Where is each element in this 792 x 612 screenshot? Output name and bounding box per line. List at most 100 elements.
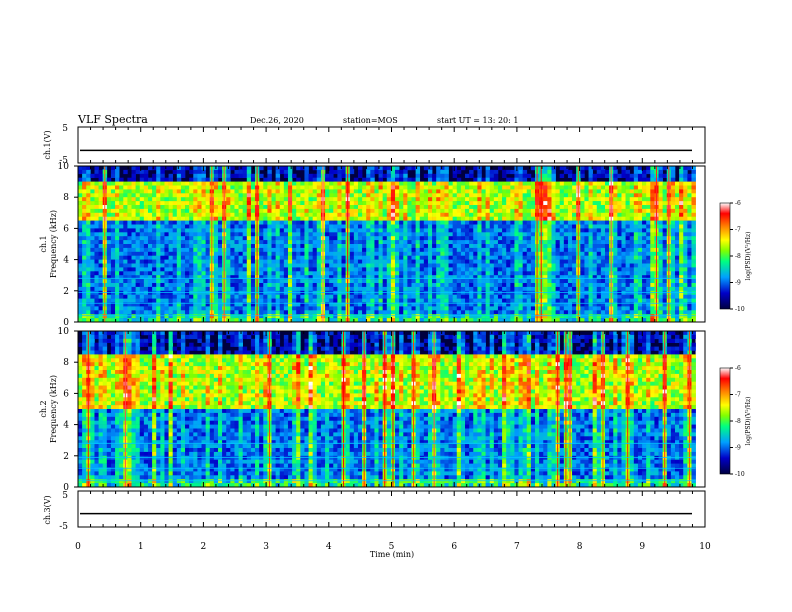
ch1-spectrogram-cell xyxy=(287,306,293,311)
ch1-spectrogram-cell xyxy=(213,169,219,175)
ch1-spectrogram-cell xyxy=(362,216,367,221)
ch1-spectrogram-cell xyxy=(115,298,120,303)
ch1-spectrogram-cell xyxy=(143,271,149,276)
ch1-spectrogram-cell xyxy=(411,236,416,241)
ch1-spectrogram-cell xyxy=(485,310,491,315)
ch1-spectrogram-cell xyxy=(353,228,359,233)
ch1-spectrogram-cell xyxy=(160,216,165,221)
ch1-spectrogram-cell xyxy=(110,244,116,249)
ch1-spectrogram-cell xyxy=(477,314,482,319)
ch1-spectrogram-cell xyxy=(217,173,223,178)
ch1-spectrogram-cell xyxy=(432,314,437,319)
ch1-spectrogram-cell xyxy=(510,290,515,295)
ch1-spectrogram-cell xyxy=(440,271,445,276)
ch1-spectrogram-cell xyxy=(473,279,478,284)
ch1-spectrogram-cell xyxy=(411,267,416,272)
ch1-spectrogram-cell xyxy=(127,208,132,214)
ch1-spectrogram-cell xyxy=(283,216,289,221)
ch1-spectrogram-cell xyxy=(341,310,346,315)
ch1-spectrogram-cell xyxy=(312,267,318,272)
ch1-spectrogram-cell xyxy=(592,208,598,214)
ch1-spectrogram-cell xyxy=(259,255,264,260)
ch1-spectrogram-cell xyxy=(168,279,173,284)
ch1-spectrogram-cell xyxy=(452,216,458,221)
ch1-spectrogram-cell xyxy=(390,189,396,194)
ch1-spectrogram-cell xyxy=(349,201,355,206)
ch1-spectrogram-cell xyxy=(201,255,206,260)
ch1-spectrogram-cell xyxy=(502,197,507,202)
ch1-spectrogram-cell xyxy=(399,201,404,206)
ch1-spectrogram-cell xyxy=(316,216,322,221)
ch1-spectrogram-cell xyxy=(432,286,437,292)
ch1-spectrogram-cell xyxy=(333,244,338,249)
ch1-spectrogram-cell xyxy=(600,169,606,175)
ch1-spectrogram-cell xyxy=(563,314,569,319)
ch1-spectrogram-cell xyxy=(189,177,194,182)
ch1-spectrogram-cell xyxy=(110,318,116,323)
ch1-spectrogram-cell xyxy=(366,298,371,303)
ch1-spectrogram-cell xyxy=(481,247,486,253)
ch1-spectrogram-cell xyxy=(436,220,441,225)
ch1-spectrogram-cell xyxy=(250,185,256,190)
ch1-spectrogram-cell xyxy=(444,286,449,292)
ch1-spectrogram-cell xyxy=(448,310,453,315)
ch1-spectrogram-cell xyxy=(296,197,301,202)
ch1-spectrogram-cell xyxy=(522,247,528,253)
ch1-spectrogram-cell xyxy=(283,224,289,229)
ch1-spectrogram-cell xyxy=(143,306,149,311)
ch1-spectrogram-cell xyxy=(362,306,367,311)
ch1-spectrogram-cell xyxy=(481,228,486,233)
ch1-spectrogram-cell xyxy=(580,275,585,280)
ch1-spectrogram-cell xyxy=(172,236,178,241)
ch1-spectrogram-cell xyxy=(419,279,425,284)
ch1-spectrogram-cell xyxy=(514,220,519,225)
ch1-spectrogram-cell xyxy=(518,220,523,225)
ch1-spectrogram-cell xyxy=(201,244,206,249)
ch1-spectrogram-cell xyxy=(543,263,548,268)
ch1-spectrogram-cell xyxy=(156,216,161,221)
ch1-spectrogram-cell xyxy=(287,201,293,206)
ch1-spectrogram-cell xyxy=(522,185,528,190)
ch1-spectrogram-cell xyxy=(135,279,141,284)
ch1-spectrogram-cell xyxy=(485,189,491,194)
ch1-spectrogram-cell xyxy=(506,216,511,221)
ch1-spectrogram-cell xyxy=(135,181,141,186)
ch1-spectrogram-cell xyxy=(395,251,400,256)
ch1-spectrogram-cell xyxy=(123,294,128,299)
ch1-spectrogram-cell xyxy=(283,244,289,249)
ch1-spectrogram-cell xyxy=(526,294,532,299)
ch1-spectrogram-cell xyxy=(139,271,145,276)
ch1-spectrogram-cell xyxy=(316,310,322,315)
ch1-spectrogram-cell xyxy=(168,236,173,241)
ch1-spectrogram-cell xyxy=(502,240,507,245)
ch1-spectrogram-cell xyxy=(395,283,400,288)
ch1-spectrogram-cell xyxy=(432,255,437,260)
ch1-spectrogram-cell xyxy=(316,247,322,253)
ch1-spectrogram-cell xyxy=(259,208,264,214)
ch1-spectrogram-cell xyxy=(432,181,437,186)
ch1-spectrogram-cell xyxy=(156,275,161,280)
ch1-spectrogram-cell xyxy=(465,275,470,280)
ch1-spectrogram-cell xyxy=(551,283,556,288)
ch1-spectrogram-cell xyxy=(205,306,211,311)
ch1-spectrogram-cell xyxy=(452,298,458,303)
ch1-spectrogram-cell xyxy=(432,263,437,268)
ch1-spectrogram-cell xyxy=(333,298,338,303)
ch1-spectrogram-cell xyxy=(250,255,256,260)
ch1-spectrogram-cell xyxy=(543,290,548,295)
ch1-spectrogram-cell xyxy=(98,290,104,295)
ch1-spectrogram-cell xyxy=(127,267,132,272)
ch1-spectrogram-cell xyxy=(230,173,235,178)
ch1-spectrogram-cell xyxy=(197,193,202,198)
ch1-spectrogram-cell xyxy=(366,212,371,217)
ch1-spectrogram-cell xyxy=(551,310,556,315)
ch1-spectrogram-cell xyxy=(283,255,289,260)
ch1-spectrogram-cell xyxy=(292,244,297,249)
ch1-spectrogram-cell xyxy=(147,193,153,198)
ch1-spectrogram-cell xyxy=(283,197,289,202)
ch1-spectrogram-cell xyxy=(563,193,569,198)
ch1-spectrogram-cell xyxy=(477,224,482,229)
ch1-spectrogram-cell xyxy=(316,212,322,217)
ch1-spectrogram-cell xyxy=(197,224,202,229)
ch1-spectrogram-cell xyxy=(86,302,91,307)
